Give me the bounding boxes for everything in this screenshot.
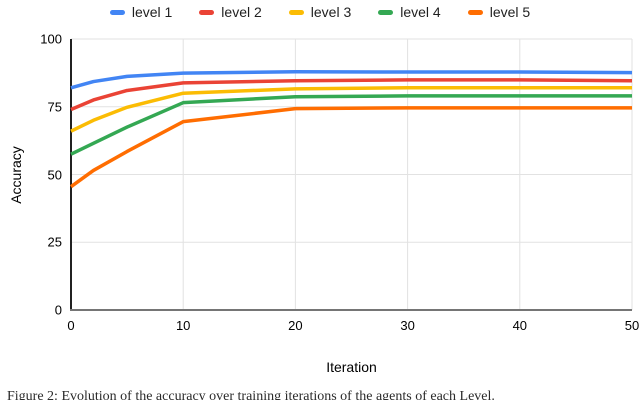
x-tick-label: 50 — [624, 318, 640, 333]
legend-marker-icon — [199, 9, 215, 15]
x-tick-label: 0 — [67, 318, 75, 333]
legend-item-level-4: level 4 — [378, 4, 441, 20]
y-tick-label: 50 — [47, 167, 62, 182]
legend-item-level-1: level 1 — [109, 4, 173, 20]
x-tick-label: 10 — [175, 318, 191, 333]
legend-label: level 2 — [221, 4, 262, 20]
legend-label: level 4 — [400, 4, 441, 20]
legend-label: level 3 — [310, 4, 352, 20]
legend-item-level-2: level 2 — [199, 4, 262, 20]
series-line-level-3 — [70, 86, 632, 133]
x-tick-label: 20 — [288, 318, 303, 333]
legend-item-level-5: level 5 — [467, 4, 531, 20]
x-tick-label: 40 — [512, 318, 528, 333]
legend-marker-icon — [378, 9, 394, 15]
y-axis-title: Accuracy — [8, 146, 24, 204]
x-tick-label: 30 — [400, 318, 415, 333]
legend-label: level 5 — [489, 4, 531, 20]
y-tick-label: 25 — [47, 234, 62, 250]
series-line-level-5 — [69, 106, 632, 189]
legend-marker-icon — [288, 9, 304, 15]
legend-marker-icon — [467, 9, 483, 15]
legend-item-level-3: level 3 — [288, 4, 352, 20]
chart-legend: level 1 level 2 level 3 level 4 level 5 — [0, 3, 640, 21]
legend-marker-icon — [109, 9, 125, 15]
y-tick-label: 100 — [40, 31, 62, 47]
x-axis-title: Iteration — [326, 359, 377, 375]
series-line-level-4 — [70, 94, 632, 156]
series-line-level-1 — [70, 70, 633, 90]
y-tick-label: 0 — [54, 302, 62, 318]
series-line-level-2 — [70, 78, 633, 112]
y-tick-label: 75 — [47, 99, 62, 115]
legend-label: level 1 — [131, 4, 173, 20]
figure-caption: Figure 2: Evolution of the accuracy over… — [7, 389, 495, 400]
